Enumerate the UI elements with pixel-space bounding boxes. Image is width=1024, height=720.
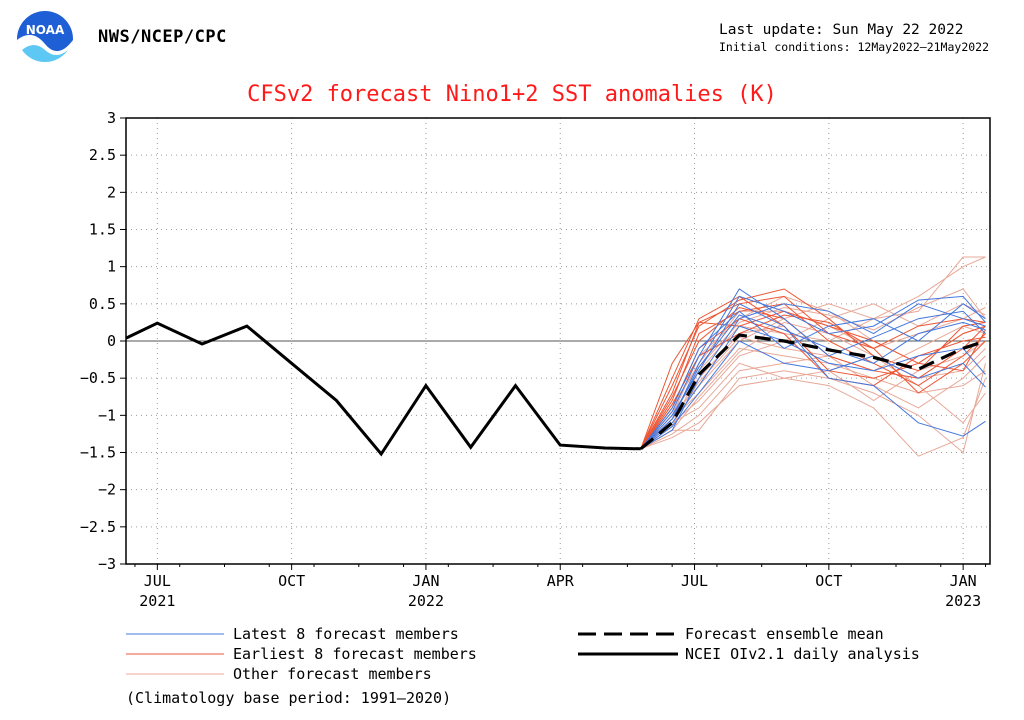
axes-layer: 3 2.5 2 1.5 1 0.5 0 −0.5 −1 −1.5 −2 −2.5 −3 JUL 2021 OC… bbox=[80, 109, 991, 610]
other-members-layer bbox=[640, 256, 986, 457]
initial-conditions-text: Initial conditions: 12May2022–21May2022 bbox=[719, 40, 990, 54]
member-line-other bbox=[640, 362, 986, 457]
y-tick-label: 2.5 bbox=[89, 146, 116, 164]
y-tick-label: 2 bbox=[107, 183, 116, 201]
x-tick-label: OCT bbox=[278, 572, 305, 590]
chart-title: CFSv2 forecast Nino1+2 SST anomalies (K) bbox=[247, 82, 777, 107]
y-tick-label: −0.5 bbox=[80, 369, 116, 387]
y-tick-label: −3 bbox=[98, 555, 116, 573]
y-tick-label: 0 bbox=[107, 332, 116, 350]
member-line-latest bbox=[640, 340, 986, 450]
climatology-note: (Climatology base period: 1991–2020) bbox=[126, 689, 452, 707]
agency-label: NWS/NCEP/CPC bbox=[98, 27, 227, 47]
legend-label-mean: Forecast ensemble mean bbox=[685, 625, 884, 643]
x-tick-year-label: 2023 bbox=[945, 592, 981, 610]
y-tick-label: −1 bbox=[98, 406, 116, 424]
analysis-line bbox=[125, 321, 641, 457]
member-line-other bbox=[640, 355, 986, 450]
member-line-latest bbox=[640, 303, 986, 450]
y-tick-label: −2 bbox=[98, 481, 116, 499]
analysis-layer bbox=[125, 321, 641, 457]
latest-members-layer bbox=[640, 288, 986, 450]
member-line-latest bbox=[640, 314, 986, 450]
ensemble-mean-line bbox=[639, 333, 987, 451]
legend-layer bbox=[126, 632, 678, 675]
y-tick-label: −1.5 bbox=[80, 444, 116, 462]
logo-text: NOAA bbox=[26, 23, 65, 37]
legend-label-analysis: NCEI OIv2.1 daily analysis bbox=[685, 645, 920, 663]
member-line-latest bbox=[640, 288, 986, 450]
y-tick-label: 3 bbox=[107, 109, 116, 127]
x-tick-label: JUL bbox=[144, 572, 171, 590]
y-tick-label: 1 bbox=[107, 258, 116, 276]
y-tick-label: 0.5 bbox=[89, 295, 116, 313]
member-line-latest bbox=[640, 295, 986, 450]
legend-label-other: Other forecast members bbox=[233, 665, 432, 683]
x-tick-label: JUL bbox=[681, 572, 708, 590]
x-tick-year-label: 2021 bbox=[139, 592, 175, 610]
member-line-earliest bbox=[640, 314, 986, 450]
y-tick-label: −2.5 bbox=[80, 518, 116, 536]
x-tick-label: JAN bbox=[950, 572, 977, 590]
x-tick-year-label: 2022 bbox=[408, 592, 444, 610]
legend-label-earliest: Earliest 8 forecast members bbox=[233, 645, 477, 663]
y-tick-label: 1.5 bbox=[89, 221, 116, 239]
x-tick-label: APR bbox=[547, 572, 575, 590]
last-update-text: Last update: Sun May 22 2022 bbox=[719, 22, 964, 38]
plot-frame bbox=[125, 117, 991, 565]
x-tick-label: OCT bbox=[815, 572, 842, 590]
member-line-other bbox=[640, 321, 986, 450]
grid-layer bbox=[126, 118, 990, 564]
legend-label-latest: Latest 8 forecast members bbox=[233, 625, 459, 643]
member-line-other bbox=[640, 355, 986, 450]
x-tick-label: JAN bbox=[412, 572, 439, 590]
noaa-logo-icon: NOAA bbox=[17, 11, 73, 68]
ensemble-mean-layer bbox=[639, 333, 987, 451]
